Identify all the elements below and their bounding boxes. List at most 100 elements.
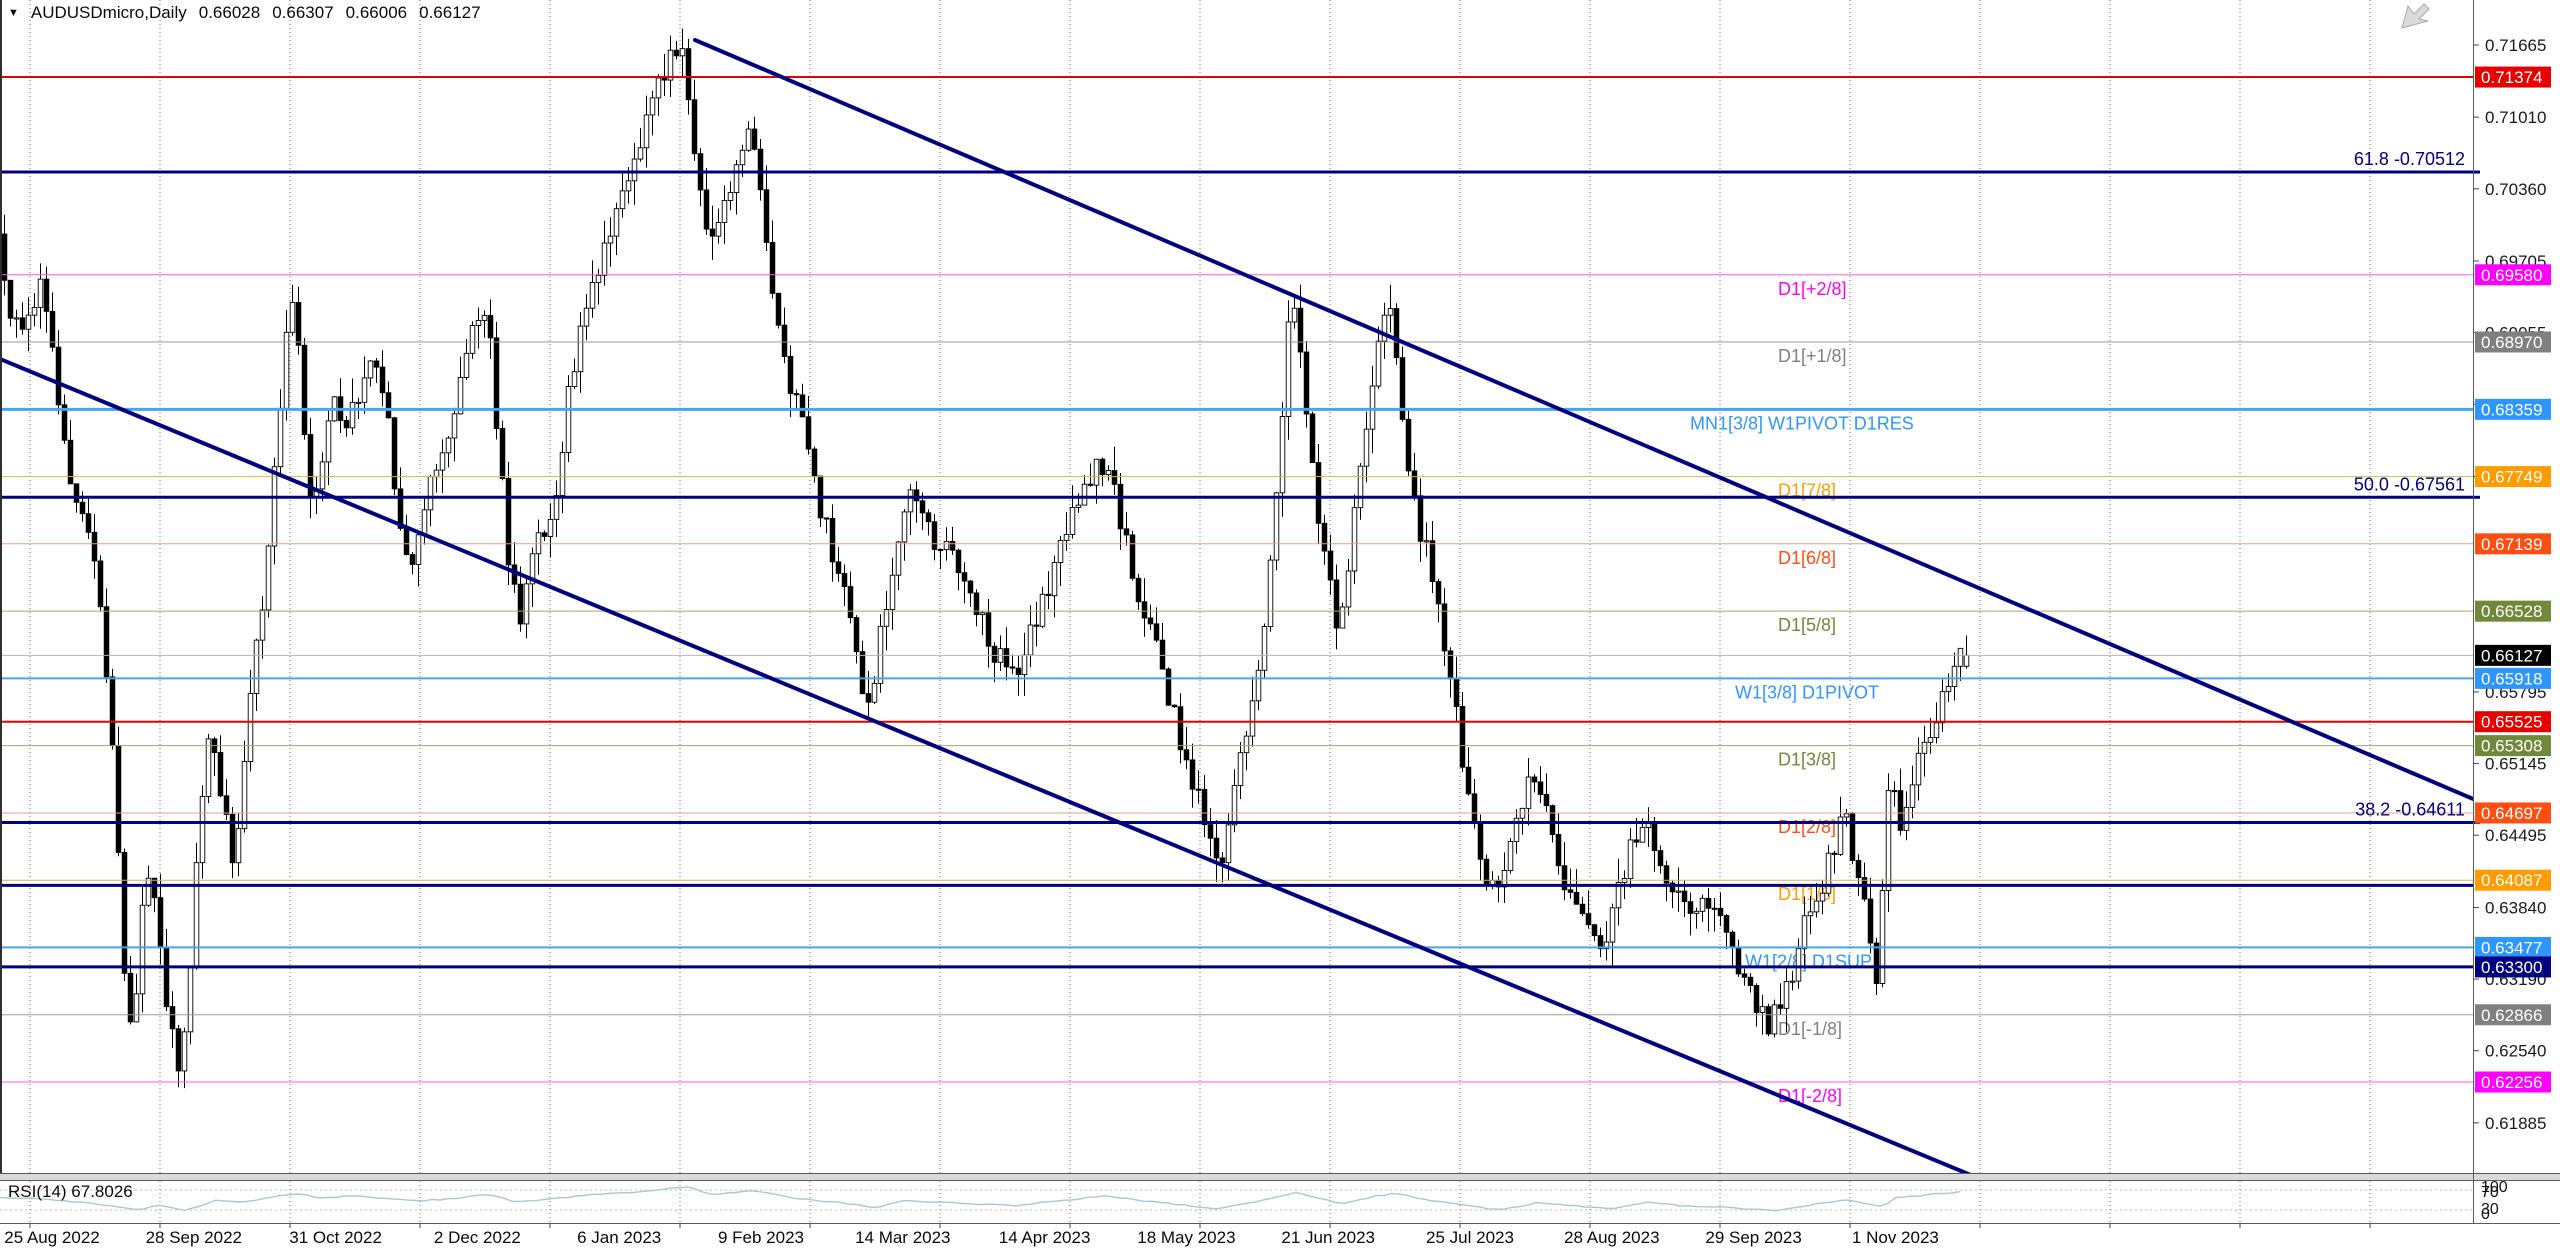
candle-bull [1885,790,1892,891]
candle-bull [181,1031,188,1072]
candle-bull [1063,534,1070,541]
date-label: 28 Aug 2023 [1564,1228,1659,1247]
candle-bull [583,307,590,327]
candle-bull [1783,981,1790,1009]
candle-bear [163,946,170,1008]
candle-bull [1615,881,1622,909]
candle-bear [127,972,134,1023]
price-axis[interactable]: 0.716650.710100.703600.697050.690550.684… [2473,36,2551,1223]
price-level-badge [2475,735,2551,757]
candle-bear [157,897,164,948]
price-level-badge [2475,667,2551,689]
candle-bear [49,310,56,348]
date-axis[interactable]: 25 Aug 2022 28 Sep 2022 31 Oct 2022 2 Dec 2… [4,1223,2371,1247]
candle-bull [13,317,20,320]
candle-bear [1459,706,1466,768]
price-tick-label: 0.61885 [2485,1114,2546,1133]
candle-bear [847,586,854,619]
symbol-dropdown-icon[interactable]: ▼ [8,7,19,19]
candle-bull [1693,910,1700,914]
level-label: D1[2/8] [1778,817,1836,837]
candle-bear [1663,865,1670,884]
date-label: 21 Jun 2023 [1281,1228,1375,1247]
price-level-badge-value: 0.65918 [2481,669,2542,688]
candle-bear [673,49,680,57]
candle-bear [703,189,710,230]
price-level-badge-value: 0.64697 [2481,804,2542,823]
candle-bear [973,592,980,616]
candle-bull [139,904,146,995]
candle-bear [1849,813,1856,861]
candle-bear [1009,666,1016,669]
candle-bull [1255,669,1262,702]
candle-bear [709,228,716,237]
candle-bull [577,325,584,373]
panel-separator[interactable] [0,1173,2560,1181]
candle-bear [1411,470,1418,497]
candle-bear [1471,793,1478,824]
price-level-badge [2475,533,2551,555]
candle-bull [1603,941,1610,950]
candle-bull [1915,752,1922,786]
candle-bear [109,676,116,747]
level-label: D1[+2/8] [1778,279,1847,299]
candle-bull [1381,314,1388,342]
candle-bear [961,572,968,582]
trend-lines [0,38,2473,1183]
trend-line[interactable] [0,356,1990,1183]
candle-bear [1207,824,1214,839]
candle-bear [1015,667,1022,676]
candle-bull [205,738,212,797]
price-level-badge [2475,802,2551,824]
price-tick-label: 0.70360 [2485,180,2546,199]
candle-bull [1837,816,1844,855]
candle-bull [523,583,530,625]
trend-line[interactable] [693,38,2473,801]
rsi-axis-label: 30 [2481,1201,2499,1218]
candle-bear [1399,357,1406,420]
price-level-badge-value: 0.62256 [2481,1073,2542,1092]
candle-bull [889,574,896,610]
rsi-panel [0,1186,2473,1212]
candle-bear [1633,839,1640,843]
candle-bull [1093,458,1100,486]
candle-bear [1549,805,1556,835]
candle-bull [715,222,722,237]
candle-bear [757,148,764,191]
candle-bear [1045,593,1052,597]
candle-bear [931,521,938,550]
candle-bull [457,377,464,415]
candle-bear [175,1028,182,1072]
candlestick-series[interactable] [1,28,1970,1089]
candle-bull [361,377,368,403]
candle-bear [1591,924,1598,937]
candle-bull [469,325,476,354]
candle-bear [1417,495,1424,542]
candle-bull [319,461,326,490]
candle-bear [223,795,230,815]
candle-bear [991,645,998,663]
candle-bear [217,752,224,797]
candle-bear [955,549,962,574]
candle-bull [235,828,242,864]
candle-bear [493,337,500,429]
price-level-badge [2475,600,2551,622]
candle-bull [1069,506,1076,535]
candle-bear [1747,976,1754,986]
candle-bear [97,560,104,608]
candle-bull [643,114,650,149]
price-tick-label: 0.64495 [2485,826,2546,845]
candle-bear [1405,418,1412,472]
candle-bear [1777,1004,1784,1009]
candle-bear [505,478,512,566]
candle-bull [1057,539,1064,563]
candle-bear [1723,915,1730,933]
mouse-cursor-icon [2401,3,2430,29]
candle-bear [823,517,830,520]
candle-bull [1369,385,1376,430]
price-tick-label: 0.65145 [2485,755,2546,774]
candle-bear [799,394,806,418]
rsi-indicator-label: RSI(14) 67.8026 [8,1182,133,1201]
